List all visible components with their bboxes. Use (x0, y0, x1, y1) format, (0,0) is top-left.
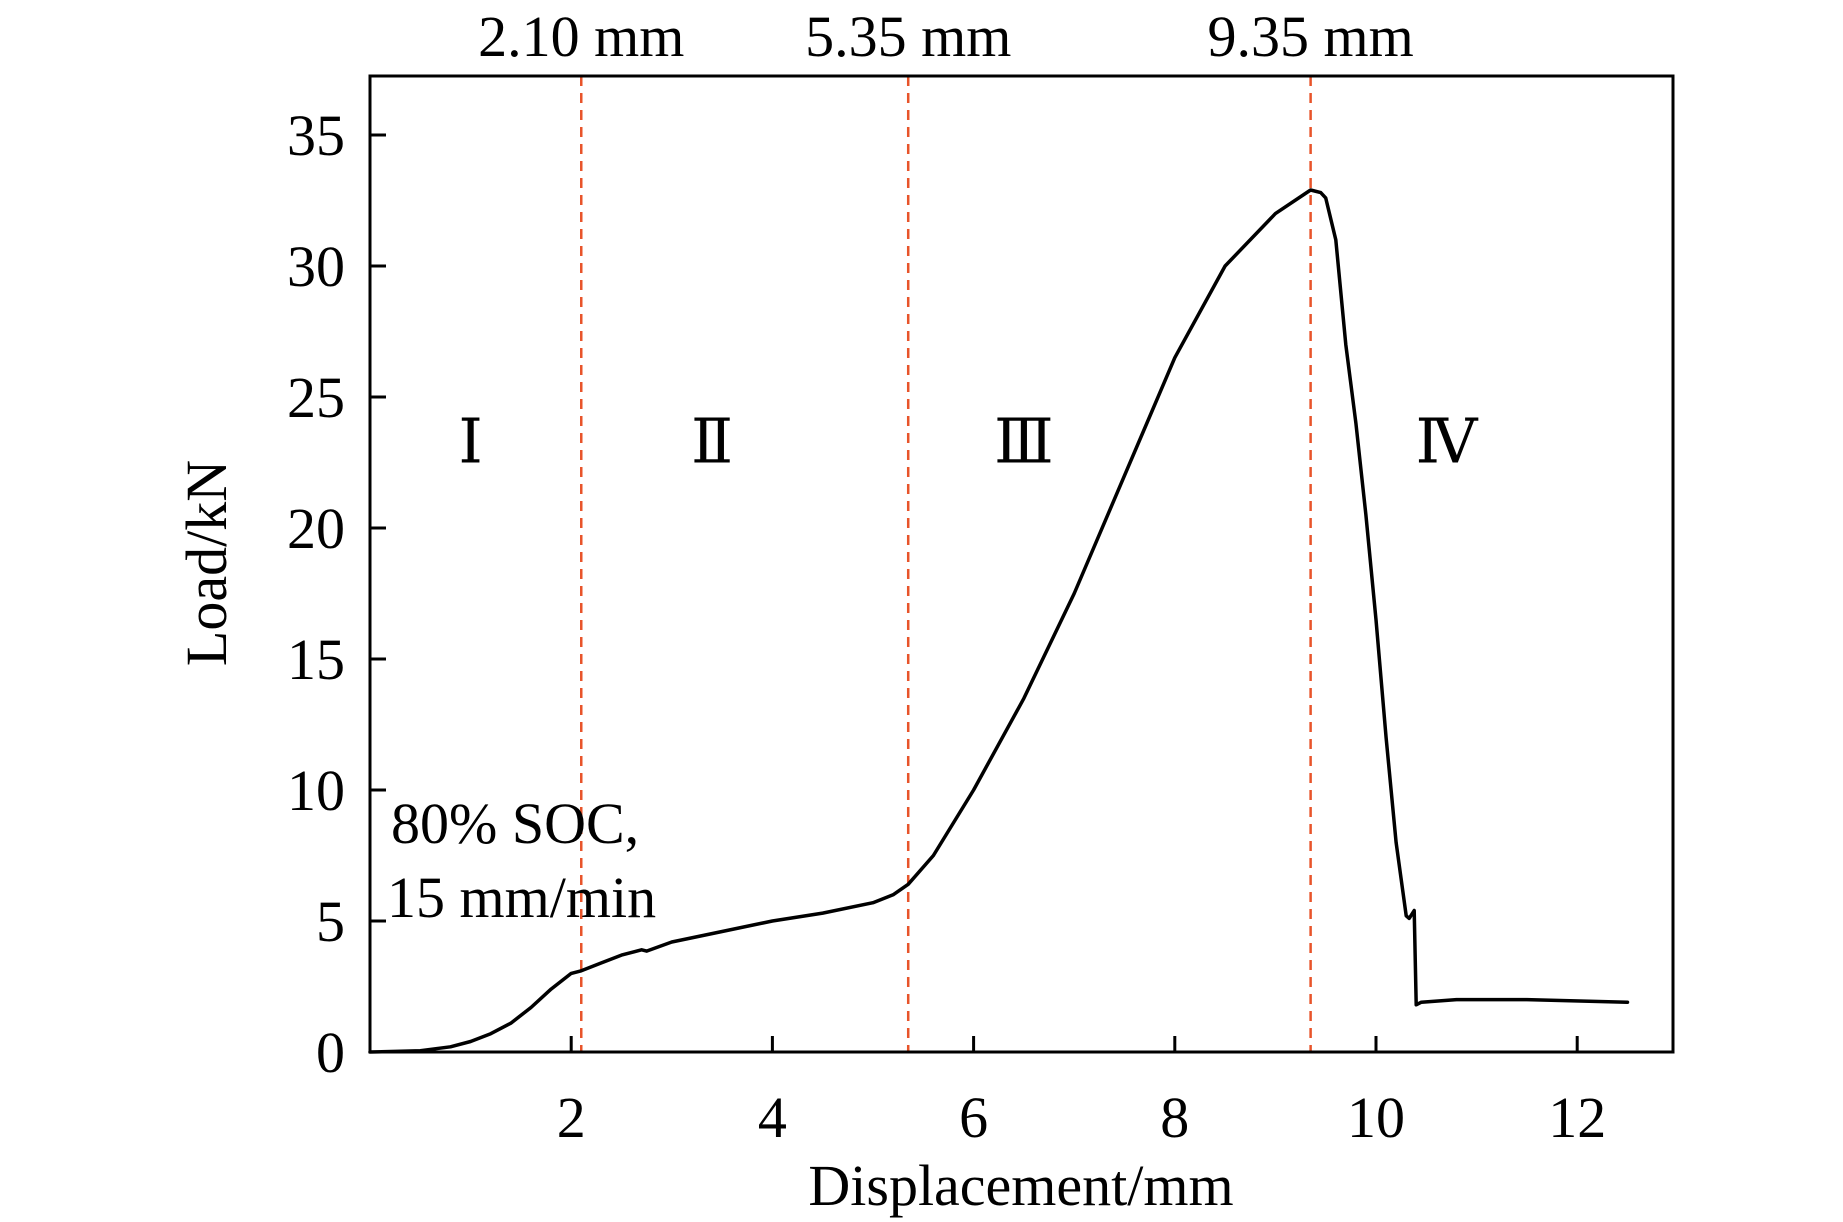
y-tick-label: 5 (316, 889, 345, 954)
y-tick-label: 35 (287, 103, 345, 168)
stage-region-label: Ⅳ (1415, 409, 1478, 477)
x-tick-label: 6 (959, 1085, 988, 1150)
y-tick-label: 15 (287, 627, 345, 692)
stage-region-label: Ⅰ (458, 409, 483, 477)
x-tick-label: 8 (1160, 1085, 1189, 1150)
y-tick-label: 20 (287, 496, 345, 561)
series-line (368, 188, 1630, 1054)
annotation-line-2: 15 mm/min (387, 865, 656, 930)
annotation-line-1: 80% SOC, (391, 791, 639, 856)
stage-boundary-label: 5.35 mm (805, 4, 1011, 69)
x-tick-label: 12 (1548, 1085, 1606, 1150)
x-axis-label: Displacement/mm (808, 1153, 1233, 1218)
stage-region-label: Ⅲ (994, 409, 1054, 477)
plot-frame (368, 74, 1675, 1054)
stage-boundary-label: 2.10 mm (478, 4, 684, 69)
x-tick-label: 10 (1347, 1085, 1405, 1150)
y-tick-label: 30 (287, 234, 345, 299)
x-tick-label: 2 (557, 1085, 586, 1150)
y-axis-label: Load/kN (174, 460, 239, 666)
y-tick-label: 10 (287, 758, 345, 823)
x-tick-label: 4 (758, 1085, 787, 1150)
y-tick-label: 25 (287, 365, 345, 430)
stage-boundary-label: 9.35 mm (1207, 4, 1413, 69)
y-tick-label: 0 (316, 1020, 345, 1085)
stage-region-label: Ⅱ (691, 409, 733, 477)
